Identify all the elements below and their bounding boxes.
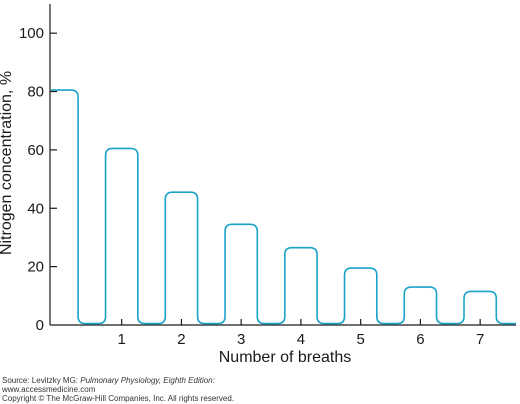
y-tick-label: 40 [27,200,44,217]
axes [49,4,516,326]
source-url: www.accessmedicine.com [2,385,96,394]
copyright-notice: Copyright © The McGraw-Hill Companies, I… [2,394,235,403]
x-tick-label: 2 [177,331,185,348]
nitrogen-concentration-line [51,89,516,325]
x-tick-label: 3 [237,331,245,348]
x-tick-label: 1 [118,331,126,348]
x-axis-ticks: 1 2 3 4 5 6 7 [118,319,484,348]
x-axis-title: Number of breaths [219,349,352,366]
y-axis-title: Nitrogen concentration, % [0,71,15,255]
source-credit: Source: Levitzky MG: Pulmonary Physiolog… [2,376,215,386]
y-tick-label: 20 [27,259,44,276]
y-tick-label: 100 [19,25,44,42]
y-tick-label: 0 [36,317,44,334]
source-prefix: Source: Levitzky MG: [2,376,81,385]
y-tick-label: 80 [27,84,44,101]
x-tick-label: 6 [416,331,424,348]
x-tick-label: 4 [297,331,305,348]
x-tick-label: 5 [356,331,364,348]
x-tick-label: 7 [476,331,484,348]
y-tick-label: 60 [27,142,44,159]
source-book-title: Pulmonary Physiology, Eighth Edition: [80,376,215,385]
y-axis-ticks: 0 20 40 60 80 100 [19,25,57,334]
